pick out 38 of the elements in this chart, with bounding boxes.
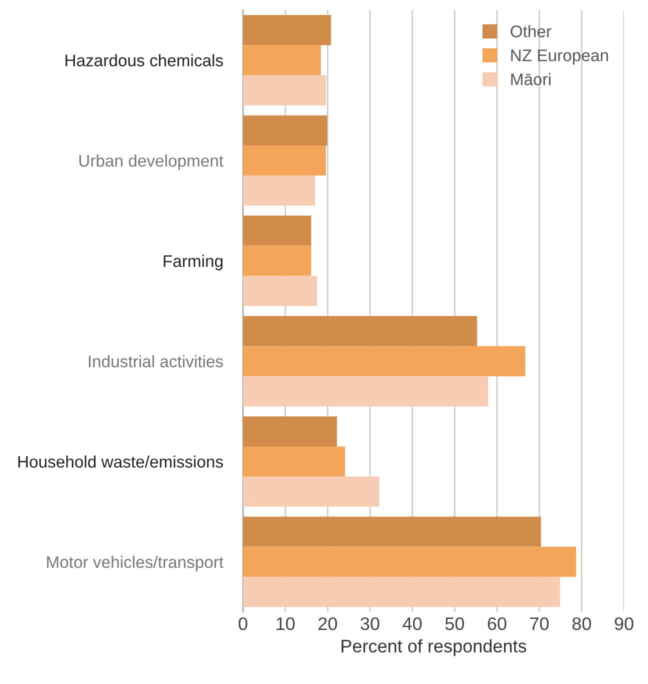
bar — [243, 476, 380, 507]
bar — [243, 176, 315, 206]
bar — [243, 246, 312, 276]
x-tick-label: 10 — [276, 617, 295, 630]
y-tick-label: Motor vehicles/transport — [47, 556, 224, 572]
y-tick-label: Industrial activities — [88, 355, 223, 368]
x-tick-label: 50 — [445, 617, 464, 630]
bar — [243, 15, 332, 46]
bar — [243, 376, 488, 406]
y-tick-label: Hazardous chemicals — [66, 54, 223, 66]
bar — [243, 75, 326, 106]
y-tick-label: Household waste/emissions — [18, 455, 223, 468]
legend-label: Māori — [511, 73, 550, 86]
x-tick-label: 20 — [318, 617, 338, 630]
x-tick-label: 90 — [614, 617, 634, 630]
x-tick-label: 30 — [360, 617, 380, 630]
bar — [243, 115, 328, 146]
x-tick-label: 40 — [402, 617, 422, 630]
bar — [243, 145, 326, 176]
x-tick-label: 0 — [238, 617, 248, 630]
legend-label: Other — [510, 25, 552, 38]
x-axis-title: Percent of respondents — [342, 639, 526, 656]
bar — [243, 216, 312, 246]
bar — [243, 576, 560, 607]
x-tick-label: 80 — [572, 617, 592, 630]
y-tick-label: Farming — [164, 254, 222, 270]
bar — [243, 416, 337, 446]
x-tick-label: 70 — [530, 617, 549, 630]
bar — [243, 446, 346, 477]
bar — [243, 516, 542, 547]
y-tick-label: Urban development — [79, 154, 224, 170]
bar — [243, 546, 576, 577]
legend-label: NZ European — [511, 50, 608, 65]
x-tick-label: 60 — [488, 617, 506, 630]
bar — [243, 346, 526, 376]
bar — [243, 45, 321, 76]
bar — [243, 276, 318, 306]
bar — [243, 316, 478, 346]
